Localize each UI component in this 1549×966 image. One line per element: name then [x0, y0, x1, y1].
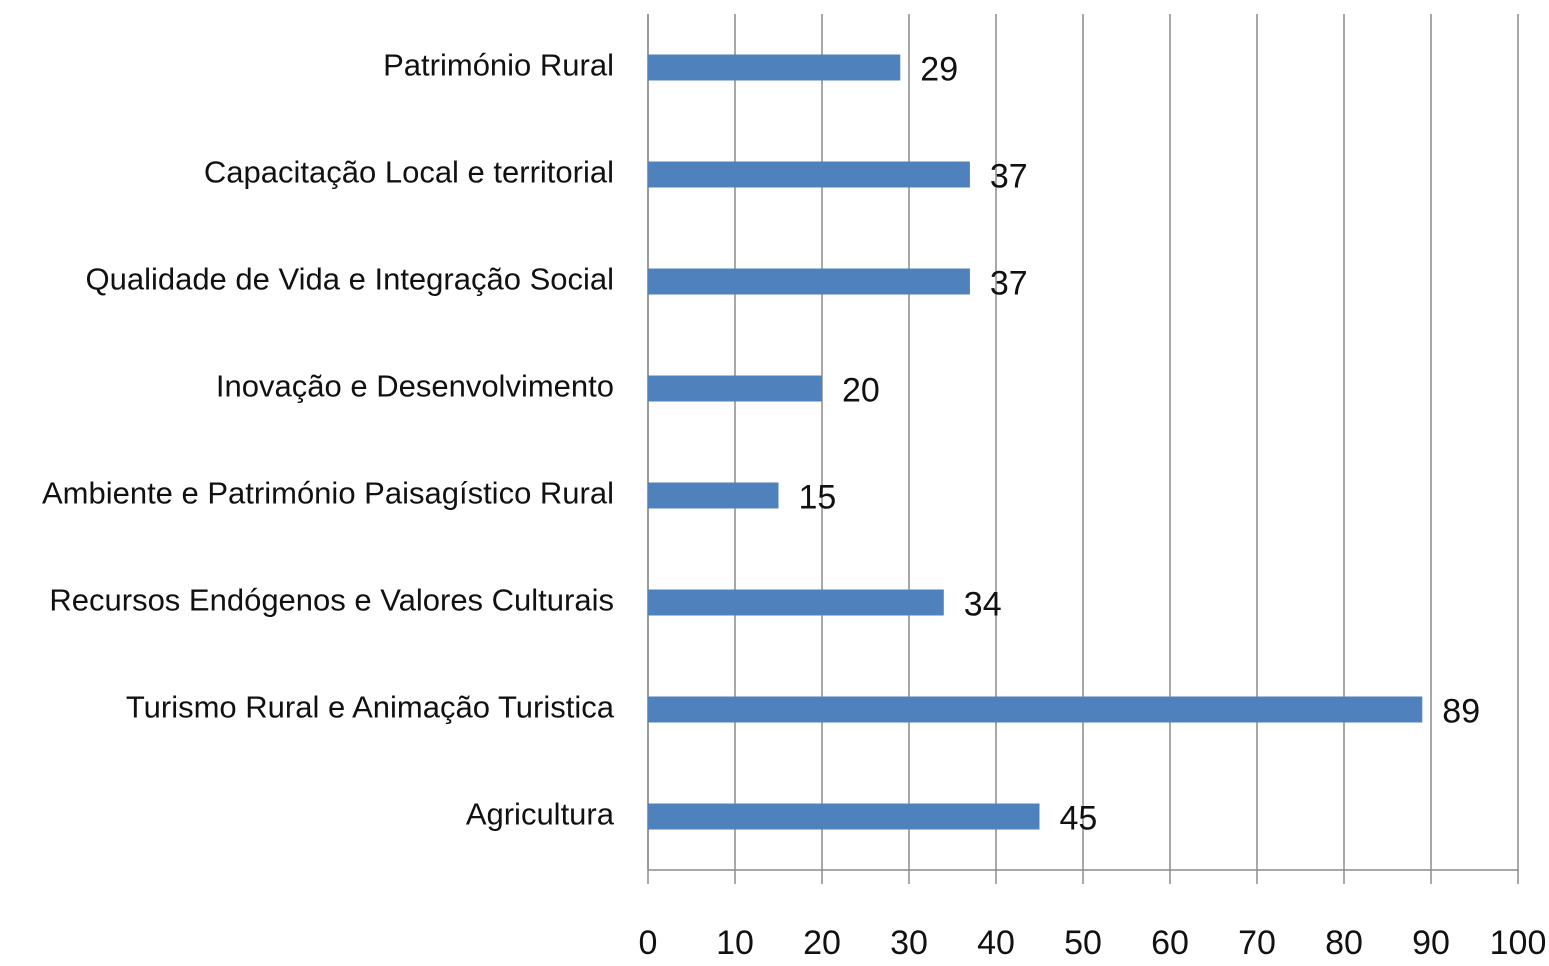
- bar: [648, 696, 1423, 723]
- data-label: 20: [842, 371, 880, 409]
- data-label: 37: [990, 157, 1028, 195]
- y-tick-label: Turismo Rural e Animação Turistica: [126, 690, 615, 725]
- data-label: 34: [964, 585, 1002, 623]
- x-tick-label: 90: [1412, 924, 1450, 962]
- y-tick-label: Agricultura: [466, 797, 615, 832]
- data-label: 89: [1442, 692, 1480, 730]
- data-label: 45: [1060, 799, 1098, 837]
- bar: [648, 482, 779, 509]
- bar: [648, 268, 970, 295]
- bar: [648, 803, 1040, 830]
- x-tick-label: 30: [890, 924, 928, 962]
- bar: [648, 589, 944, 616]
- y-tick-label: Recursos Endógenos e Valores Culturais: [49, 583, 614, 618]
- x-tick-label: 40: [977, 924, 1015, 962]
- bar: [648, 375, 822, 402]
- data-label: 37: [990, 264, 1028, 302]
- y-tick-label: Qualidade de Vida e Integração Social: [85, 262, 614, 297]
- x-tick-label: 50: [1064, 924, 1102, 962]
- y-tick-label: Inovação e Desenvolvimento: [216, 369, 614, 404]
- x-tick-label: 80: [1325, 924, 1363, 962]
- bar: [648, 54, 901, 81]
- data-label: 29: [920, 50, 958, 88]
- x-tick-label: 0: [639, 924, 658, 962]
- x-tick-label: 20: [803, 924, 841, 962]
- bar: [648, 161, 970, 188]
- y-tick-label: Património Rural: [383, 48, 614, 83]
- x-tick-label: 10: [716, 924, 754, 962]
- y-tick-label: Ambiente e Património Paisagístico Rural: [42, 476, 614, 511]
- data-label: 15: [799, 478, 837, 516]
- x-tick-label: 60: [1151, 924, 1189, 962]
- y-tick-label: Capacitação Local e territorial: [204, 155, 614, 190]
- x-tick-label: 100: [1490, 924, 1547, 962]
- x-tick-label: 70: [1238, 924, 1276, 962]
